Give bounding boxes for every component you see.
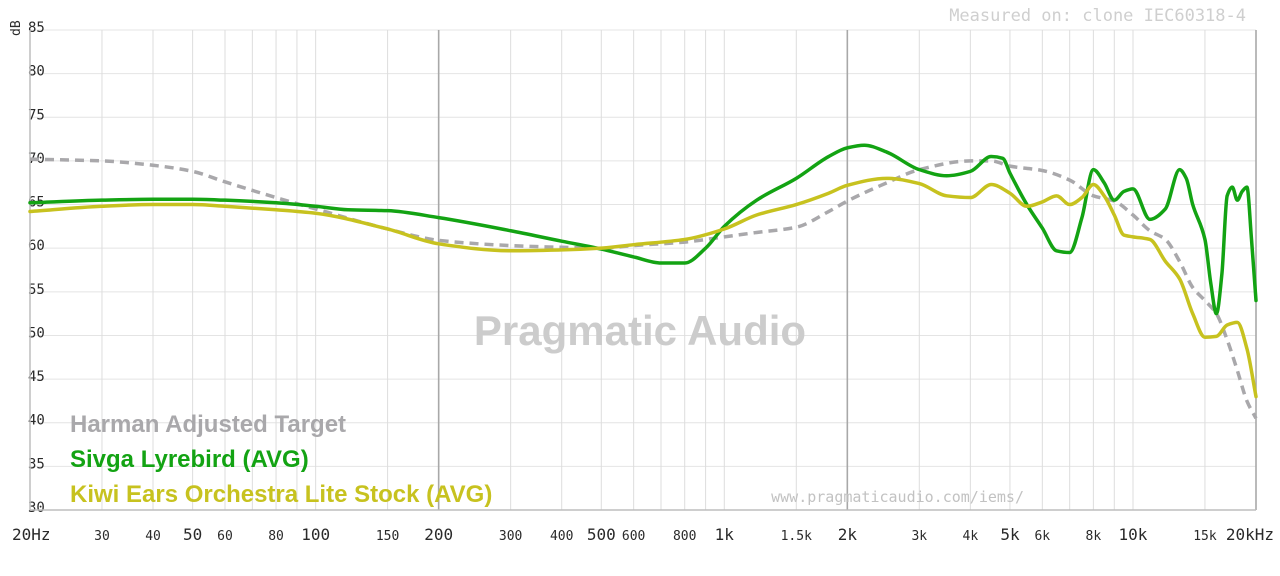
x-tick-label: 40 xyxy=(145,529,161,544)
x-tick-label: 60 xyxy=(217,529,233,544)
x-tick-label: 6k xyxy=(1034,529,1050,544)
legend-entry-kiwi-ears-orchestra-lite-stock-avg: Kiwi Ears Orchestra Lite Stock (AVG) xyxy=(70,481,492,508)
x-tick-label: 80 xyxy=(268,529,284,544)
y-tick-label: 30 xyxy=(28,500,45,516)
x-tick-label: 3k xyxy=(911,529,927,544)
x-tick-label: 600 xyxy=(622,529,645,544)
series-line-sivga-lyrebird-avg xyxy=(28,143,1258,316)
x-tick-label: 4k xyxy=(963,529,979,544)
y-tick-label: 85 xyxy=(28,20,45,36)
y-tick-label: 60 xyxy=(28,238,45,254)
x-tick-label: 20Hz xyxy=(12,525,51,544)
watermark: Pragmatic Audio xyxy=(474,307,806,354)
x-tick-label: 400 xyxy=(550,529,573,544)
x-tick-label: 300 xyxy=(499,529,522,544)
x-tick-label: 2k xyxy=(838,525,858,544)
x-tick-label: 500 xyxy=(587,525,616,544)
x-tick-label: 8k xyxy=(1086,529,1102,544)
x-tick-label: 200 xyxy=(424,525,453,544)
grid xyxy=(29,29,1257,511)
y-tick-label: 50 xyxy=(28,325,45,341)
y-unit-label: dB xyxy=(9,20,24,36)
measured-on-label: Measured on: clone IEC60318-4 xyxy=(949,6,1246,26)
x-tick-label: 1k xyxy=(715,525,735,544)
x-tick-label: 20kHz xyxy=(1226,525,1274,544)
x-tick-label: 100 xyxy=(301,525,330,544)
series-lines xyxy=(28,143,1258,420)
series-line-kiwi-ears-orchestra-lite-stock-avg xyxy=(28,176,1258,399)
legend: Harman Adjusted Target Sivga Lyrebird (AV… xyxy=(70,411,492,508)
x-tick-label: 10k xyxy=(1119,525,1148,544)
source-url: www.pragmaticaudio.com/iems/ xyxy=(771,488,1024,506)
x-tick-label: 1.5k xyxy=(781,529,812,544)
legend-entry-sivga-lyrebird-avg: Sivga Lyrebird (AVG) xyxy=(70,446,309,473)
x-tick-label: 5k xyxy=(1000,525,1020,544)
y-tick-label: 40 xyxy=(28,413,45,429)
y-tick-label: 45 xyxy=(28,369,45,385)
x-tick-label: 15k xyxy=(1193,529,1217,544)
x-tick-label: 50 xyxy=(183,525,202,544)
legend-entry-harman-adjusted-target: Harman Adjusted Target xyxy=(70,411,346,438)
y-tick-label: 80 xyxy=(28,64,45,80)
y-tick-label: 35 xyxy=(28,456,45,472)
series-line-harman-adjusted-target xyxy=(29,157,1258,420)
x-tick-label: 150 xyxy=(376,529,399,544)
y-tick-label: 55 xyxy=(28,282,45,298)
y-tick-label: 75 xyxy=(28,107,45,123)
x-tick-label: 800 xyxy=(673,529,696,544)
x-tick-label: 30 xyxy=(94,529,110,544)
